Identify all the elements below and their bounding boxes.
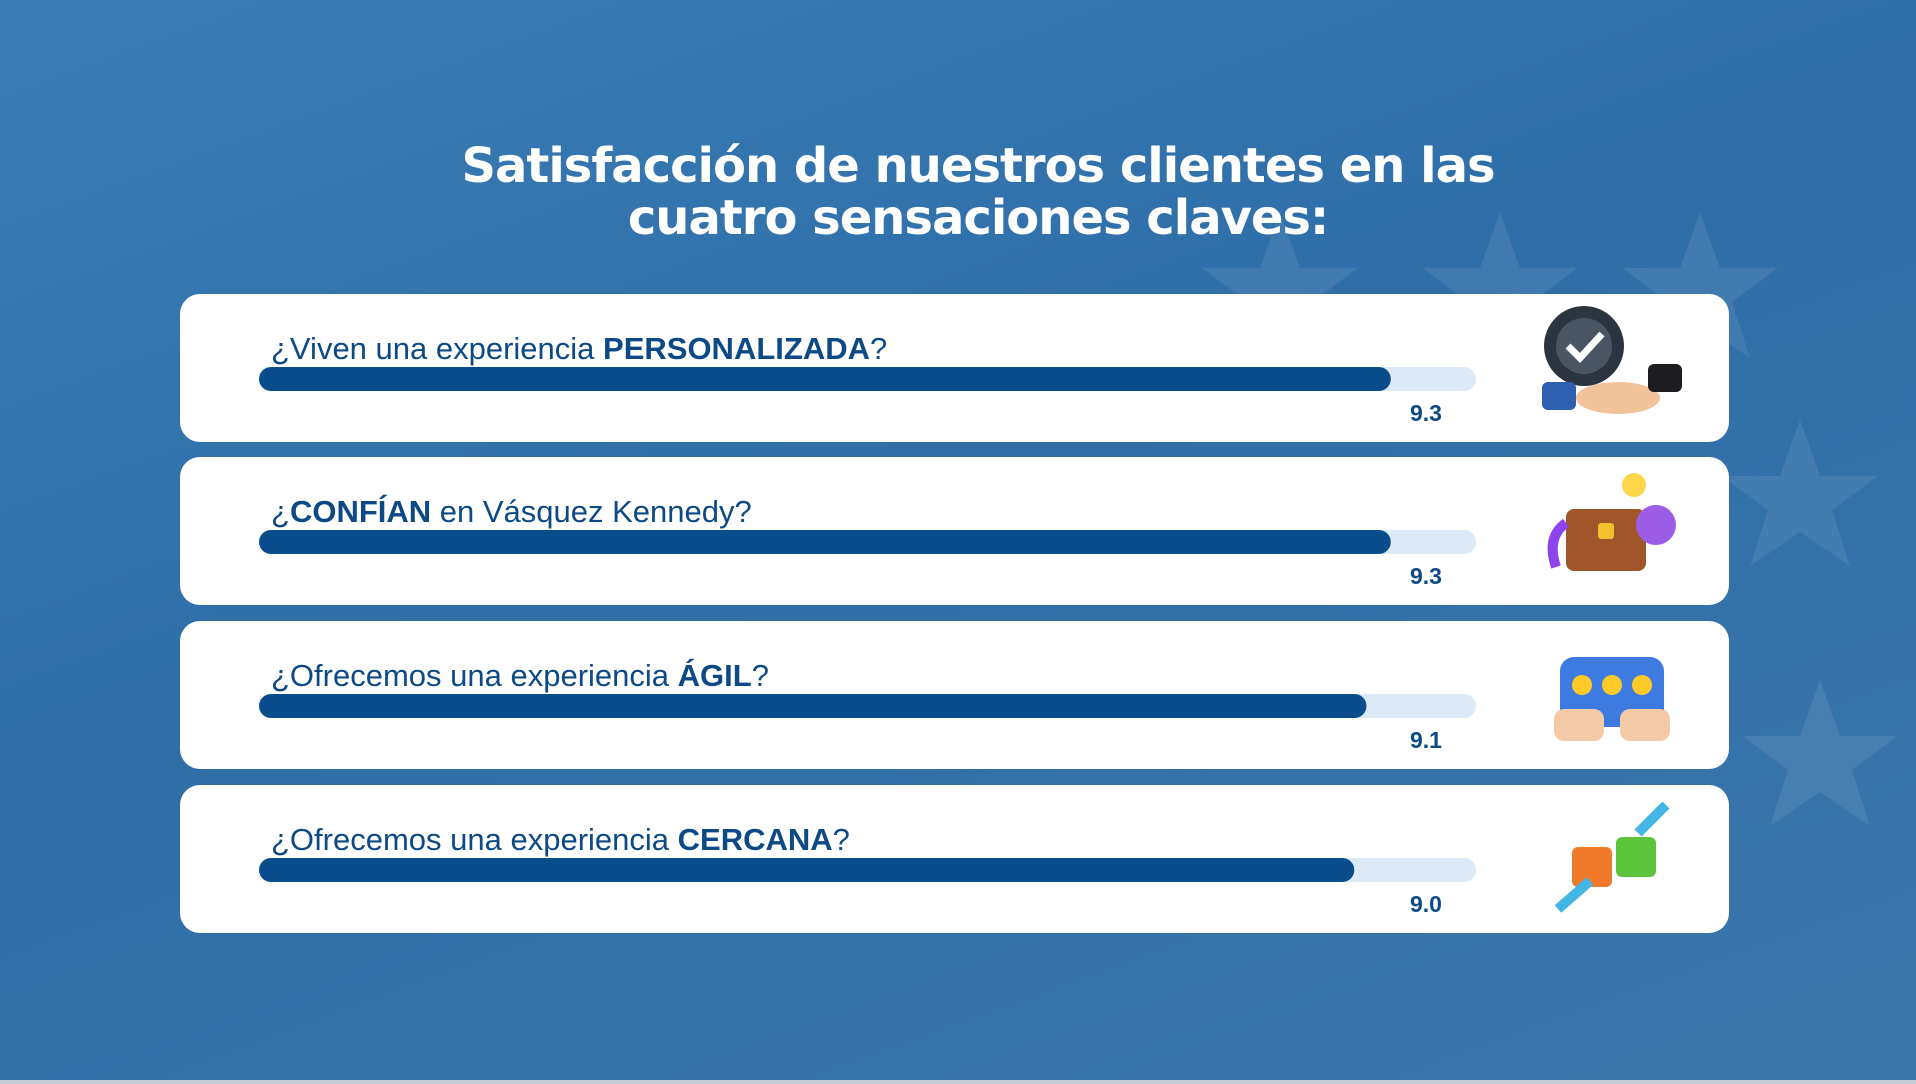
value-label: 9.3 [1410, 400, 1442, 426]
question-part: ? [752, 658, 769, 693]
icon-part [1620, 709, 1670, 741]
icon-part [1636, 505, 1676, 545]
question-part: en Vásquez Kennedy? [431, 494, 752, 529]
icon [1554, 801, 1670, 913]
icon-part [1576, 382, 1660, 414]
bar [259, 694, 1367, 718]
icon-part [1648, 364, 1682, 392]
icon [1542, 306, 1682, 414]
icon-part [1554, 709, 1604, 741]
value-label: 9.3 [1410, 563, 1442, 589]
value-label: 9.1 [1410, 727, 1442, 753]
question-part: ¿Ofrecemos una experiencia [271, 822, 678, 857]
question-part: CONFÍAN [290, 494, 431, 529]
background-stars [1202, 212, 1898, 826]
question: ¿Viven una experiencia PERSONALIZADA? [271, 331, 887, 366]
question-part: CERCANA [678, 822, 833, 857]
question-part: ? [870, 331, 887, 366]
icon-part [1632, 675, 1652, 695]
question-part: ÁGIL [678, 658, 752, 693]
chart-title: Satisfacción de nuestros clientes en las… [461, 138, 1495, 246]
icon-part [1634, 801, 1670, 837]
bar [259, 367, 1391, 391]
icon [1547, 473, 1676, 571]
icon-part [1565, 331, 1605, 364]
icon-part [1547, 518, 1570, 569]
icon-part [1572, 847, 1612, 887]
question: ¿Ofrecemos una experiencia ÁGIL? [271, 658, 769, 693]
icon-part [1542, 382, 1576, 410]
bar [259, 858, 1355, 882]
question-part: ¿Viven una experiencia [271, 331, 603, 366]
icon-part [1566, 509, 1646, 571]
icon-part [1622, 473, 1646, 497]
bottom-strip [0, 1080, 1916, 1084]
icon-part [1598, 523, 1614, 539]
question-part: PERSONALIZADA [603, 331, 870, 366]
question-part: ¿Ofrecemos una experiencia [271, 658, 678, 693]
question: ¿Ofrecemos una experiencia CERCANA? [271, 822, 850, 857]
bar [259, 530, 1391, 554]
icon-part [1616, 837, 1656, 877]
icon-part [1554, 877, 1594, 913]
icon-part [1602, 675, 1622, 695]
question-part: ¿ [271, 494, 290, 529]
icon [1554, 657, 1670, 741]
icon-part [1572, 675, 1592, 695]
icon-part [1556, 318, 1612, 374]
question-part: ? [833, 822, 850, 857]
question: ¿CONFÍAN en Vásquez Kennedy? [271, 494, 752, 529]
value-label: 9.0 [1410, 891, 1442, 917]
